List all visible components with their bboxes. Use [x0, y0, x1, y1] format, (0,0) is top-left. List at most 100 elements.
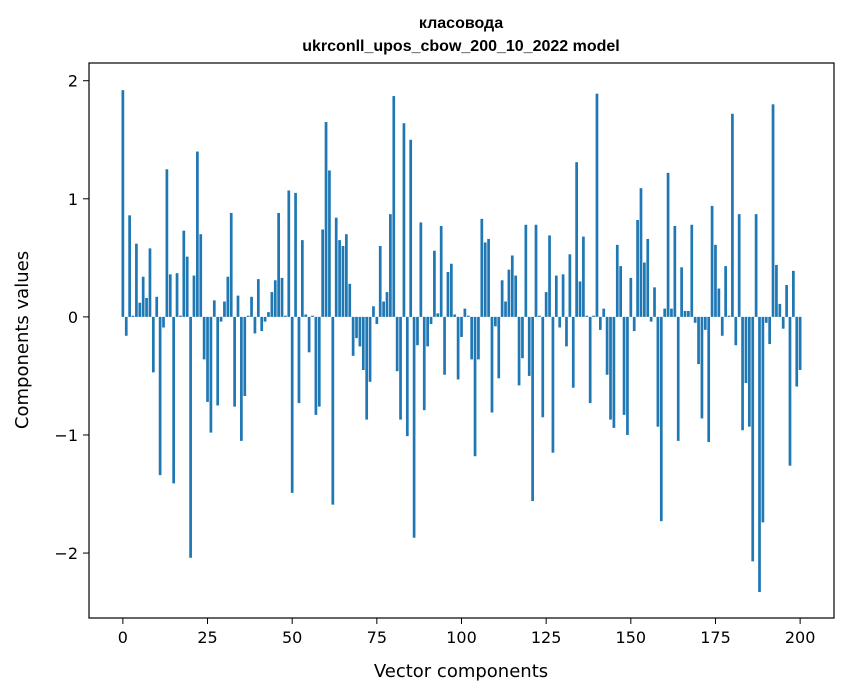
bar — [490, 316, 494, 413]
bar — [568, 254, 572, 317]
bar — [399, 316, 402, 420]
bar — [785, 285, 788, 317]
bar — [338, 240, 341, 317]
y-tick-label: −2 — [54, 544, 78, 563]
bar — [595, 93, 599, 317]
bar — [673, 225, 677, 317]
bar — [473, 316, 477, 457]
bar — [382, 301, 385, 317]
bar — [524, 224, 528, 317]
bar — [554, 275, 558, 317]
bar — [412, 316, 416, 538]
bar — [267, 312, 270, 317]
bar — [534, 224, 538, 317]
bar — [666, 172, 670, 317]
bar — [250, 296, 253, 317]
bar — [717, 288, 721, 317]
bar-series — [121, 90, 802, 593]
bar — [216, 316, 220, 406]
bar — [341, 246, 345, 317]
bar — [781, 316, 785, 329]
bar — [365, 316, 369, 420]
y-tick-label: −1 — [54, 426, 78, 445]
bar — [260, 316, 264, 332]
bar — [236, 295, 240, 317]
bar — [375, 316, 379, 324]
bar — [632, 316, 636, 332]
x-tick-label: 200 — [785, 628, 816, 647]
x-tick-label: 0 — [118, 628, 128, 647]
bar — [754, 214, 758, 317]
bar — [290, 316, 294, 493]
bar — [165, 169, 169, 317]
bar — [676, 316, 680, 441]
x-tick-label: 150 — [616, 628, 647, 647]
bar — [747, 316, 751, 427]
x-tick-label: 75 — [367, 628, 387, 647]
bar — [314, 316, 318, 415]
bar — [724, 266, 727, 317]
bar — [585, 315, 589, 317]
bar — [300, 240, 304, 317]
bar — [771, 104, 775, 317]
bar — [172, 316, 176, 484]
bar — [168, 274, 172, 317]
bar — [131, 315, 135, 317]
bar — [480, 218, 484, 317]
y-axis-label: Components values — [12, 251, 33, 429]
x-axis-label: Vector components — [374, 661, 548, 682]
bar — [734, 316, 738, 346]
bar — [124, 316, 128, 336]
bar — [598, 316, 602, 330]
bar — [422, 316, 426, 411]
bar — [277, 212, 280, 317]
bar — [294, 192, 297, 317]
bar — [317, 316, 321, 407]
bar — [135, 243, 138, 317]
bar — [284, 315, 287, 317]
bar — [788, 316, 792, 466]
bar — [602, 308, 606, 317]
chart-title: класовода — [419, 15, 503, 32]
bar — [253, 316, 257, 334]
bar — [443, 316, 446, 375]
bar — [212, 300, 216, 317]
bar — [636, 220, 639, 317]
bar — [389, 214, 392, 317]
bar — [764, 316, 768, 323]
bar — [368, 316, 372, 382]
bar — [470, 316, 474, 360]
x-tick-label: 125 — [531, 628, 562, 647]
bar — [189, 316, 192, 558]
bar — [243, 316, 247, 396]
bar — [700, 316, 704, 419]
bar — [741, 316, 744, 431]
bar — [609, 316, 612, 420]
bar — [348, 283, 352, 317]
bar — [656, 316, 660, 427]
bar — [449, 263, 453, 317]
bar — [541, 316, 545, 418]
bar — [155, 296, 159, 317]
bar — [392, 96, 396, 317]
bar — [592, 315, 595, 317]
bar — [538, 315, 541, 317]
bar — [517, 316, 521, 386]
bar — [304, 314, 308, 317]
bar — [405, 316, 409, 437]
bar — [561, 274, 565, 317]
bar — [240, 316, 243, 441]
bar — [280, 277, 284, 317]
bar — [361, 316, 365, 371]
bar — [128, 215, 131, 317]
bar — [328, 170, 331, 317]
bar — [256, 279, 260, 317]
bar — [792, 270, 795, 317]
bar — [487, 238, 490, 317]
bar — [331, 316, 335, 505]
bar — [612, 316, 616, 428]
bar — [141, 276, 145, 317]
bar — [670, 308, 673, 317]
bar — [663, 308, 667, 317]
